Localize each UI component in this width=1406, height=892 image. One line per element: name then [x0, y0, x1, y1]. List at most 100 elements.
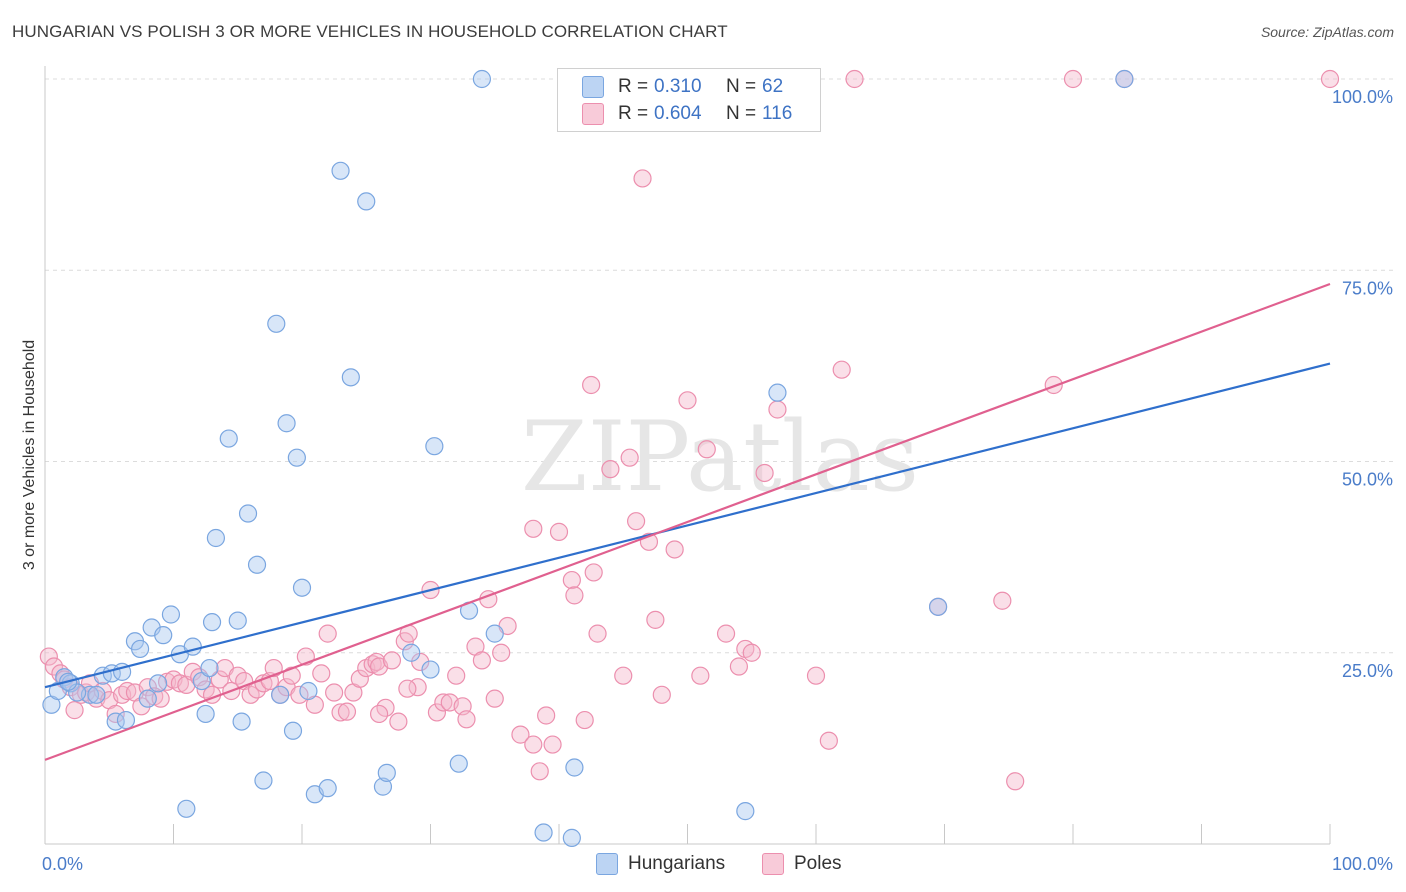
data-point-hungarians [219, 429, 238, 448]
r-value: 0.310 [654, 76, 702, 97]
data-point-poles [819, 731, 838, 750]
data-point-hungarians [283, 721, 303, 740]
data-point-poles [325, 683, 344, 702]
data-point-poles [524, 735, 543, 754]
data-point-hungarians [254, 771, 273, 790]
data-point-hungarians [565, 758, 584, 777]
data-point-poles [633, 169, 652, 188]
legend-item-hungarians[interactable]: Hungarians [596, 851, 725, 877]
data-point-poles [646, 610, 665, 629]
y-tick-label: 25.0% [1342, 661, 1393, 681]
data-point-poles [312, 664, 331, 683]
data-point-poles [318, 624, 337, 643]
data-point-poles [331, 703, 350, 722]
data-point-poles [588, 624, 607, 643]
data-point-poles [601, 460, 620, 479]
n-value: 62 [762, 76, 784, 97]
legend-label-hungarians: Hungarians [628, 853, 726, 874]
data-point-poles [1063, 69, 1083, 89]
data-point-hungarians [377, 763, 396, 782]
data-point-hungarians [534, 823, 553, 842]
data-point-poles [729, 657, 749, 676]
n-label: N = [726, 76, 757, 97]
data-point-hungarians [318, 779, 337, 798]
data-point-poles [457, 710, 476, 729]
data-point-hungarians [138, 689, 157, 708]
data-point-poles [398, 679, 417, 698]
data-point-hungarians [206, 528, 226, 548]
data-point-hungarians [196, 704, 215, 724]
data-point-poles [626, 512, 646, 531]
data-point-poles [549, 522, 569, 541]
data-point-hungarians [232, 712, 251, 731]
data-point-hungarians [425, 437, 444, 456]
y-tick-label: 100.0% [1332, 87, 1393, 107]
data-point-poles [1320, 69, 1340, 89]
data-point-poles [118, 681, 137, 701]
data-point-hungarians [928, 597, 948, 616]
data-point-hungarians [87, 685, 106, 704]
data-point-poles [264, 658, 283, 678]
data-point-poles [370, 704, 389, 724]
data-point-poles [742, 643, 761, 662]
data-point-hungarians [148, 674, 168, 693]
data-point-poles [1044, 375, 1063, 395]
data-point-hungarians [200, 658, 219, 678]
legend-item-poles[interactable]: Poles [762, 851, 842, 877]
axes [44, 66, 1331, 845]
watermark: ZIPatlas [521, 401, 919, 513]
data-point-poles [1006, 772, 1025, 791]
data-point-hungarians [421, 660, 440, 679]
y-tick-labels: 25.0% 50.0% 75.0% 100.0% [1332, 87, 1393, 681]
r-label: R = [618, 103, 649, 124]
data-point-poles [530, 762, 549, 781]
data-point-poles [537, 706, 556, 725]
data-point-poles [282, 666, 301, 685]
legend-swatch-poles [762, 853, 784, 875]
legend-swatch-poles [582, 103, 604, 125]
data-point-poles [151, 689, 170, 708]
data-point-poles [620, 448, 639, 467]
y-axis-label: 3 or more Vehicles in Household [21, 340, 38, 570]
r-label: R = [618, 76, 649, 97]
trendline-poles [44, 282, 1331, 761]
data-point-poles [768, 400, 787, 419]
data-point-poles [447, 666, 466, 685]
data-point-hungarians [130, 639, 150, 659]
data-point-poles [562, 570, 581, 590]
legend-stats: R = 0.310 N = 62 R = 0.604 N = 116 [557, 68, 821, 132]
data-point-poles [350, 669, 369, 688]
data-point-poles [543, 735, 562, 754]
data-point-poles [472, 651, 491, 670]
data-point-hungarians [161, 605, 181, 624]
data-point-hungarians [736, 802, 755, 821]
legend-row-hungarians: R = 0.310 N = 62 [582, 75, 783, 99]
data-point-poles [511, 725, 530, 744]
data-point-poles [39, 647, 58, 666]
data-point-poles [584, 563, 603, 582]
data-point-hungarians [449, 754, 468, 773]
data-point-poles [691, 666, 710, 685]
data-point-hungarians [373, 777, 393, 796]
data-point-poles [565, 586, 584, 605]
x-tick-label: 100.0% [1332, 854, 1393, 874]
data-point-poles [697, 440, 716, 459]
data-point-poles [524, 519, 543, 538]
data-point-hungarians [1115, 69, 1134, 89]
n-label: N = [726, 103, 757, 124]
x-tick-labels: 0.0% 100.0% [42, 854, 1393, 874]
data-point-hungarians [341, 368, 360, 387]
data-point-hungarians [562, 828, 581, 847]
data-point-hungarians [357, 192, 376, 211]
data-point-poles [170, 674, 190, 693]
data-point-poles [845, 69, 864, 89]
gridlines [45, 78, 1394, 654]
data-point-poles [665, 540, 684, 559]
data-point-poles [106, 704, 125, 724]
data-point-poles [210, 670, 229, 689]
data-point-hungarians [267, 314, 286, 333]
data-point-poles [582, 375, 601, 395]
data-point-poles [575, 710, 594, 730]
legend-label-poles: Poles [794, 853, 842, 874]
